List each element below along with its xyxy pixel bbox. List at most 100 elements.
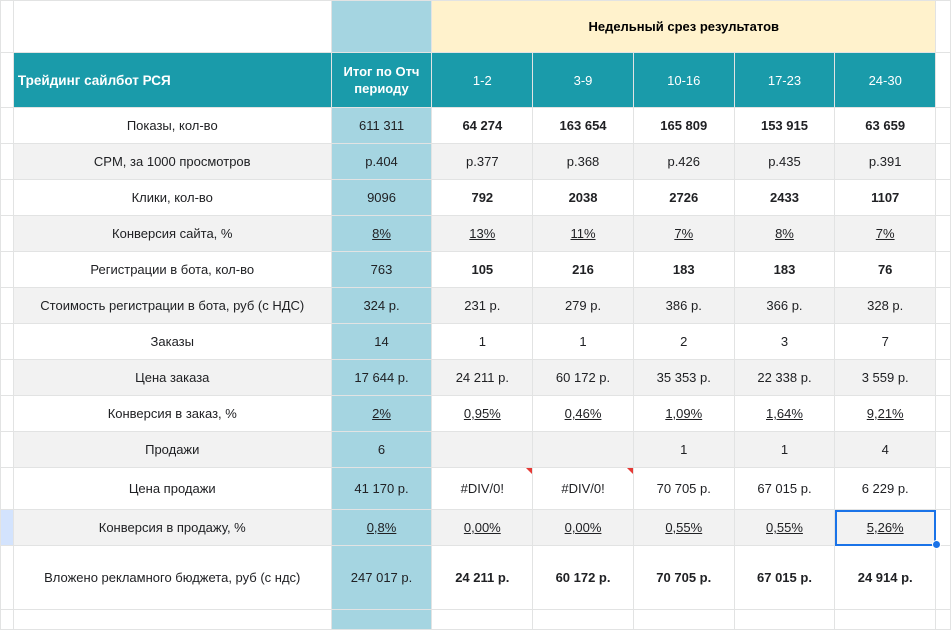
row-label[interactable]: Конверсия сайта, % bbox=[12, 215, 332, 252]
value-cell[interactable]: 67 015 р. bbox=[733, 467, 836, 510]
value-cell[interactable]: 0,95% bbox=[431, 395, 534, 432]
row-header[interactable] bbox=[0, 179, 14, 216]
value-cell[interactable]: 60 172 р. bbox=[532, 545, 634, 610]
value-cell[interactable]: 231 р. bbox=[431, 287, 534, 324]
cell[interactable] bbox=[12, 0, 332, 53]
row-header[interactable] bbox=[0, 323, 14, 360]
cell[interactable] bbox=[935, 179, 951, 216]
row-header[interactable] bbox=[0, 287, 14, 324]
cell[interactable] bbox=[431, 609, 534, 630]
error-comment-marker[interactable] bbox=[526, 468, 532, 474]
value-cell[interactable]: 24 211 р. bbox=[431, 545, 534, 610]
value-cell[interactable]: 105 bbox=[431, 251, 534, 288]
row-header[interactable] bbox=[0, 52, 14, 108]
value-cell[interactable]: 70 705 р. bbox=[632, 545, 735, 610]
total-cell[interactable]: 324 р. bbox=[330, 287, 433, 324]
total-column-header[interactable]: Итог по Отч периоду bbox=[330, 52, 433, 108]
total-cell[interactable]: 2% bbox=[330, 395, 433, 432]
cell[interactable] bbox=[330, 609, 433, 630]
value-cell[interactable]: 7% bbox=[834, 215, 937, 252]
value-cell[interactable]: 2433 bbox=[733, 179, 836, 216]
value-cell[interactable]: 8% bbox=[733, 215, 836, 252]
selected-cell[interactable]: 5,26% bbox=[834, 509, 937, 546]
value-cell[interactable]: 0,46% bbox=[532, 395, 634, 432]
value-cell[interactable]: 13% bbox=[431, 215, 534, 252]
value-cell[interactable]: 328 р. bbox=[834, 287, 937, 324]
row-header[interactable] bbox=[0, 545, 14, 610]
week-header[interactable]: 3-9 bbox=[532, 52, 634, 108]
cell[interactable] bbox=[935, 143, 951, 180]
cell[interactable] bbox=[935, 323, 951, 360]
total-cell[interactable]: 247 017 р. bbox=[330, 545, 433, 610]
row-label[interactable]: Конверсия в продажу, % bbox=[12, 509, 332, 546]
value-cell[interactable]: 7% bbox=[632, 215, 735, 252]
total-cell[interactable]: 763 bbox=[330, 251, 433, 288]
row-header[interactable] bbox=[0, 467, 14, 510]
value-cell[interactable]: 64 274 bbox=[431, 107, 534, 144]
value-cell[interactable]: р.377 bbox=[431, 143, 534, 180]
weekly-band-header[interactable]: Недельный срез результатов bbox=[431, 0, 937, 53]
value-cell[interactable]: 70 705 р. bbox=[632, 467, 735, 510]
value-cell[interactable]: 183 bbox=[733, 251, 836, 288]
total-cell[interactable]: 611 311 bbox=[330, 107, 433, 144]
cell[interactable] bbox=[733, 609, 836, 630]
week-header[interactable]: 1-2 bbox=[431, 52, 534, 108]
value-cell[interactable]: 1 bbox=[431, 323, 534, 360]
value-cell[interactable]: р.426 bbox=[632, 143, 735, 180]
value-cell[interactable]: 386 р. bbox=[632, 287, 735, 324]
value-cell[interactable]: 366 р. bbox=[733, 287, 836, 324]
value-cell[interactable]: 279 р. bbox=[532, 287, 634, 324]
value-cell[interactable]: 0,00% bbox=[532, 509, 634, 546]
value-cell[interactable]: 153 915 bbox=[733, 107, 836, 144]
value-cell[interactable]: 76 bbox=[834, 251, 937, 288]
week-header[interactable]: 17-23 bbox=[733, 52, 836, 108]
week-header[interactable]: 24-30 bbox=[834, 52, 937, 108]
value-cell[interactable]: 1 bbox=[733, 431, 836, 468]
cell[interactable] bbox=[935, 395, 951, 432]
value-cell[interactable]: 24 914 р. bbox=[834, 545, 937, 610]
cell[interactable] bbox=[330, 0, 433, 53]
total-cell[interactable]: 9096 bbox=[330, 179, 433, 216]
row-header[interactable] bbox=[0, 0, 14, 53]
total-cell[interactable]: 0,8% bbox=[330, 509, 433, 546]
value-cell[interactable]: 165 809 bbox=[632, 107, 735, 144]
cell[interactable] bbox=[935, 359, 951, 396]
total-cell[interactable]: 14 bbox=[330, 323, 433, 360]
value-cell[interactable]: 60 172 р. bbox=[532, 359, 634, 396]
cell[interactable] bbox=[935, 0, 951, 53]
row-label[interactable]: Продажи bbox=[12, 431, 332, 468]
value-cell[interactable]: 0,55% bbox=[733, 509, 836, 546]
value-cell[interactable]: 1 bbox=[632, 431, 735, 468]
total-cell[interactable]: 8% bbox=[330, 215, 433, 252]
cell[interactable] bbox=[935, 287, 951, 324]
row-label[interactable]: Показы, кол-во bbox=[12, 107, 332, 144]
value-cell[interactable]: 2 bbox=[632, 323, 735, 360]
value-cell[interactable]: р.435 bbox=[733, 143, 836, 180]
row-label[interactable]: Регистрации в бота, кол-во bbox=[12, 251, 332, 288]
row-label[interactable]: Цена продажи bbox=[12, 467, 332, 510]
value-cell[interactable]: 9,21% bbox=[834, 395, 937, 432]
cell[interactable] bbox=[935, 467, 951, 510]
value-cell[interactable]: 1 bbox=[532, 323, 634, 360]
cell[interactable] bbox=[935, 609, 951, 630]
value-cell[interactable]: 3 bbox=[733, 323, 836, 360]
row-header[interactable] bbox=[0, 107, 14, 144]
cell[interactable] bbox=[935, 431, 951, 468]
total-cell[interactable]: 41 170 р. bbox=[330, 467, 433, 510]
value-cell[interactable]: 0,00% bbox=[431, 509, 534, 546]
value-cell[interactable]: 63 659 bbox=[834, 107, 937, 144]
week-header[interactable]: 10-16 bbox=[632, 52, 735, 108]
cell[interactable] bbox=[834, 609, 937, 630]
cell[interactable] bbox=[935, 545, 951, 610]
row-label[interactable]: CPM, за 1000 просмотров bbox=[12, 143, 332, 180]
report-title[interactable]: Трейдинг сайлбот РСЯ bbox=[12, 52, 332, 108]
value-cell[interactable]: 22 338 р. bbox=[733, 359, 836, 396]
cell[interactable] bbox=[935, 215, 951, 252]
row-header[interactable] bbox=[0, 395, 14, 432]
cell[interactable] bbox=[935, 52, 951, 108]
total-cell[interactable]: 17 644 р. bbox=[330, 359, 433, 396]
cell[interactable] bbox=[935, 107, 951, 144]
value-cell[interactable]: 1,09% bbox=[632, 395, 735, 432]
value-cell[interactable]: 7 bbox=[834, 323, 937, 360]
value-cell[interactable]: 792 bbox=[431, 179, 534, 216]
